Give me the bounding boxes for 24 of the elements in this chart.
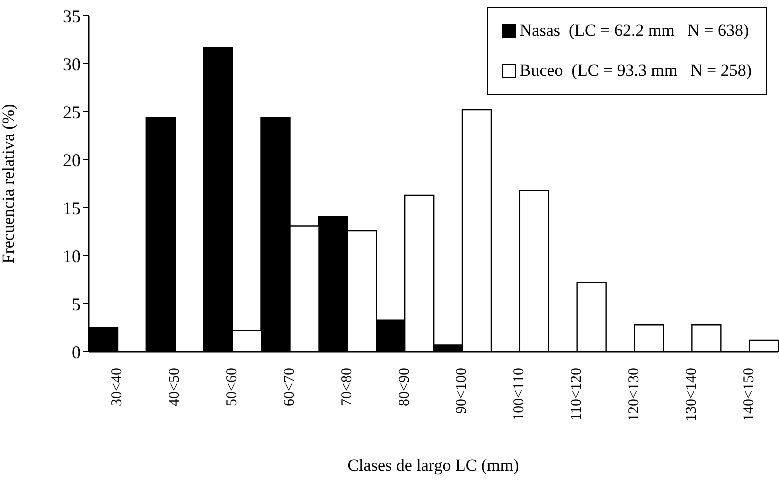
y-axis-title: Frecuencia relativa (%) xyxy=(0,104,18,264)
x-tick-label: 50<60 xyxy=(224,368,241,406)
x-tick-label: 120<130 xyxy=(626,368,642,422)
x-tick-label: 30<40 xyxy=(110,368,126,406)
x-tick-label: 90<100 xyxy=(454,368,470,414)
legend-label: Nasas (LC = 62.2 mm N = 638) xyxy=(520,20,750,42)
y-tick-label: 5 xyxy=(72,294,81,314)
x-tick-label: 80<90 xyxy=(396,368,413,406)
y-tick-label: 25 xyxy=(63,102,81,122)
y-tick-label: 20 xyxy=(63,150,81,170)
legend-label: Buceo (LC = 93.3 mm N = 258) xyxy=(520,60,752,82)
x-tick-label: 40<50 xyxy=(167,368,184,406)
x-tick-label: 70<80 xyxy=(339,368,356,406)
y-tick-label: 0 xyxy=(72,342,81,362)
x-tick-label: 110<120 xyxy=(569,368,586,421)
y-tick-label: 10 xyxy=(63,246,81,266)
y-tick-label: 35 xyxy=(63,6,81,26)
x-tick-label: 60<70 xyxy=(282,368,298,406)
x-tick-label: 140<150 xyxy=(741,368,758,422)
x-axis-title: Clases de largo LC (mm) xyxy=(348,456,520,475)
y-tick-label: 30 xyxy=(63,54,81,74)
x-tick-label: 100<110 xyxy=(512,368,528,421)
y-tick-label: 15 xyxy=(63,198,81,218)
x-tick-label: 130<140 xyxy=(684,368,700,422)
